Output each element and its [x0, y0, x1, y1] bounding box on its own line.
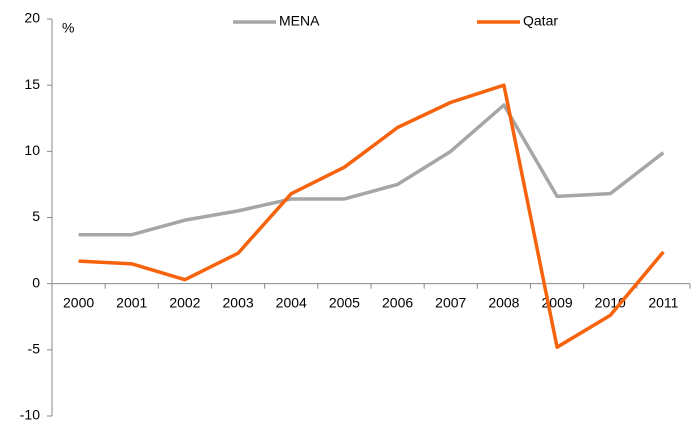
x-tick-label: 2005	[329, 294, 360, 310]
x-tick-label: 2004	[276, 294, 307, 310]
y-tick-label: 5	[32, 208, 40, 224]
legend-label: MENA	[279, 13, 320, 29]
series-line	[78, 103, 665, 237]
y-tick-label: 20	[24, 10, 40, 26]
legend-label: Qatar	[523, 13, 558, 29]
x-tick-label: 2007	[435, 294, 466, 310]
y-tick-label: 10	[24, 142, 40, 158]
y-tick-label: -10	[20, 407, 40, 422]
x-tick-label: 2003	[223, 294, 254, 310]
x-tick-label: 2002	[169, 294, 200, 310]
x-tick-label: 2011	[648, 294, 678, 310]
y-axis-label: %	[62, 20, 74, 36]
y-tick-label: 15	[24, 76, 40, 92]
x-tick-label: 2001	[116, 294, 147, 310]
y-tick-label: -5	[28, 341, 41, 357]
x-tick-label: 2006	[382, 294, 413, 310]
x-tick-label: 2000	[63, 294, 94, 310]
series-line	[78, 83, 665, 349]
y-tick-label: 0	[32, 274, 40, 290]
x-tick-label: 2008	[488, 294, 519, 310]
